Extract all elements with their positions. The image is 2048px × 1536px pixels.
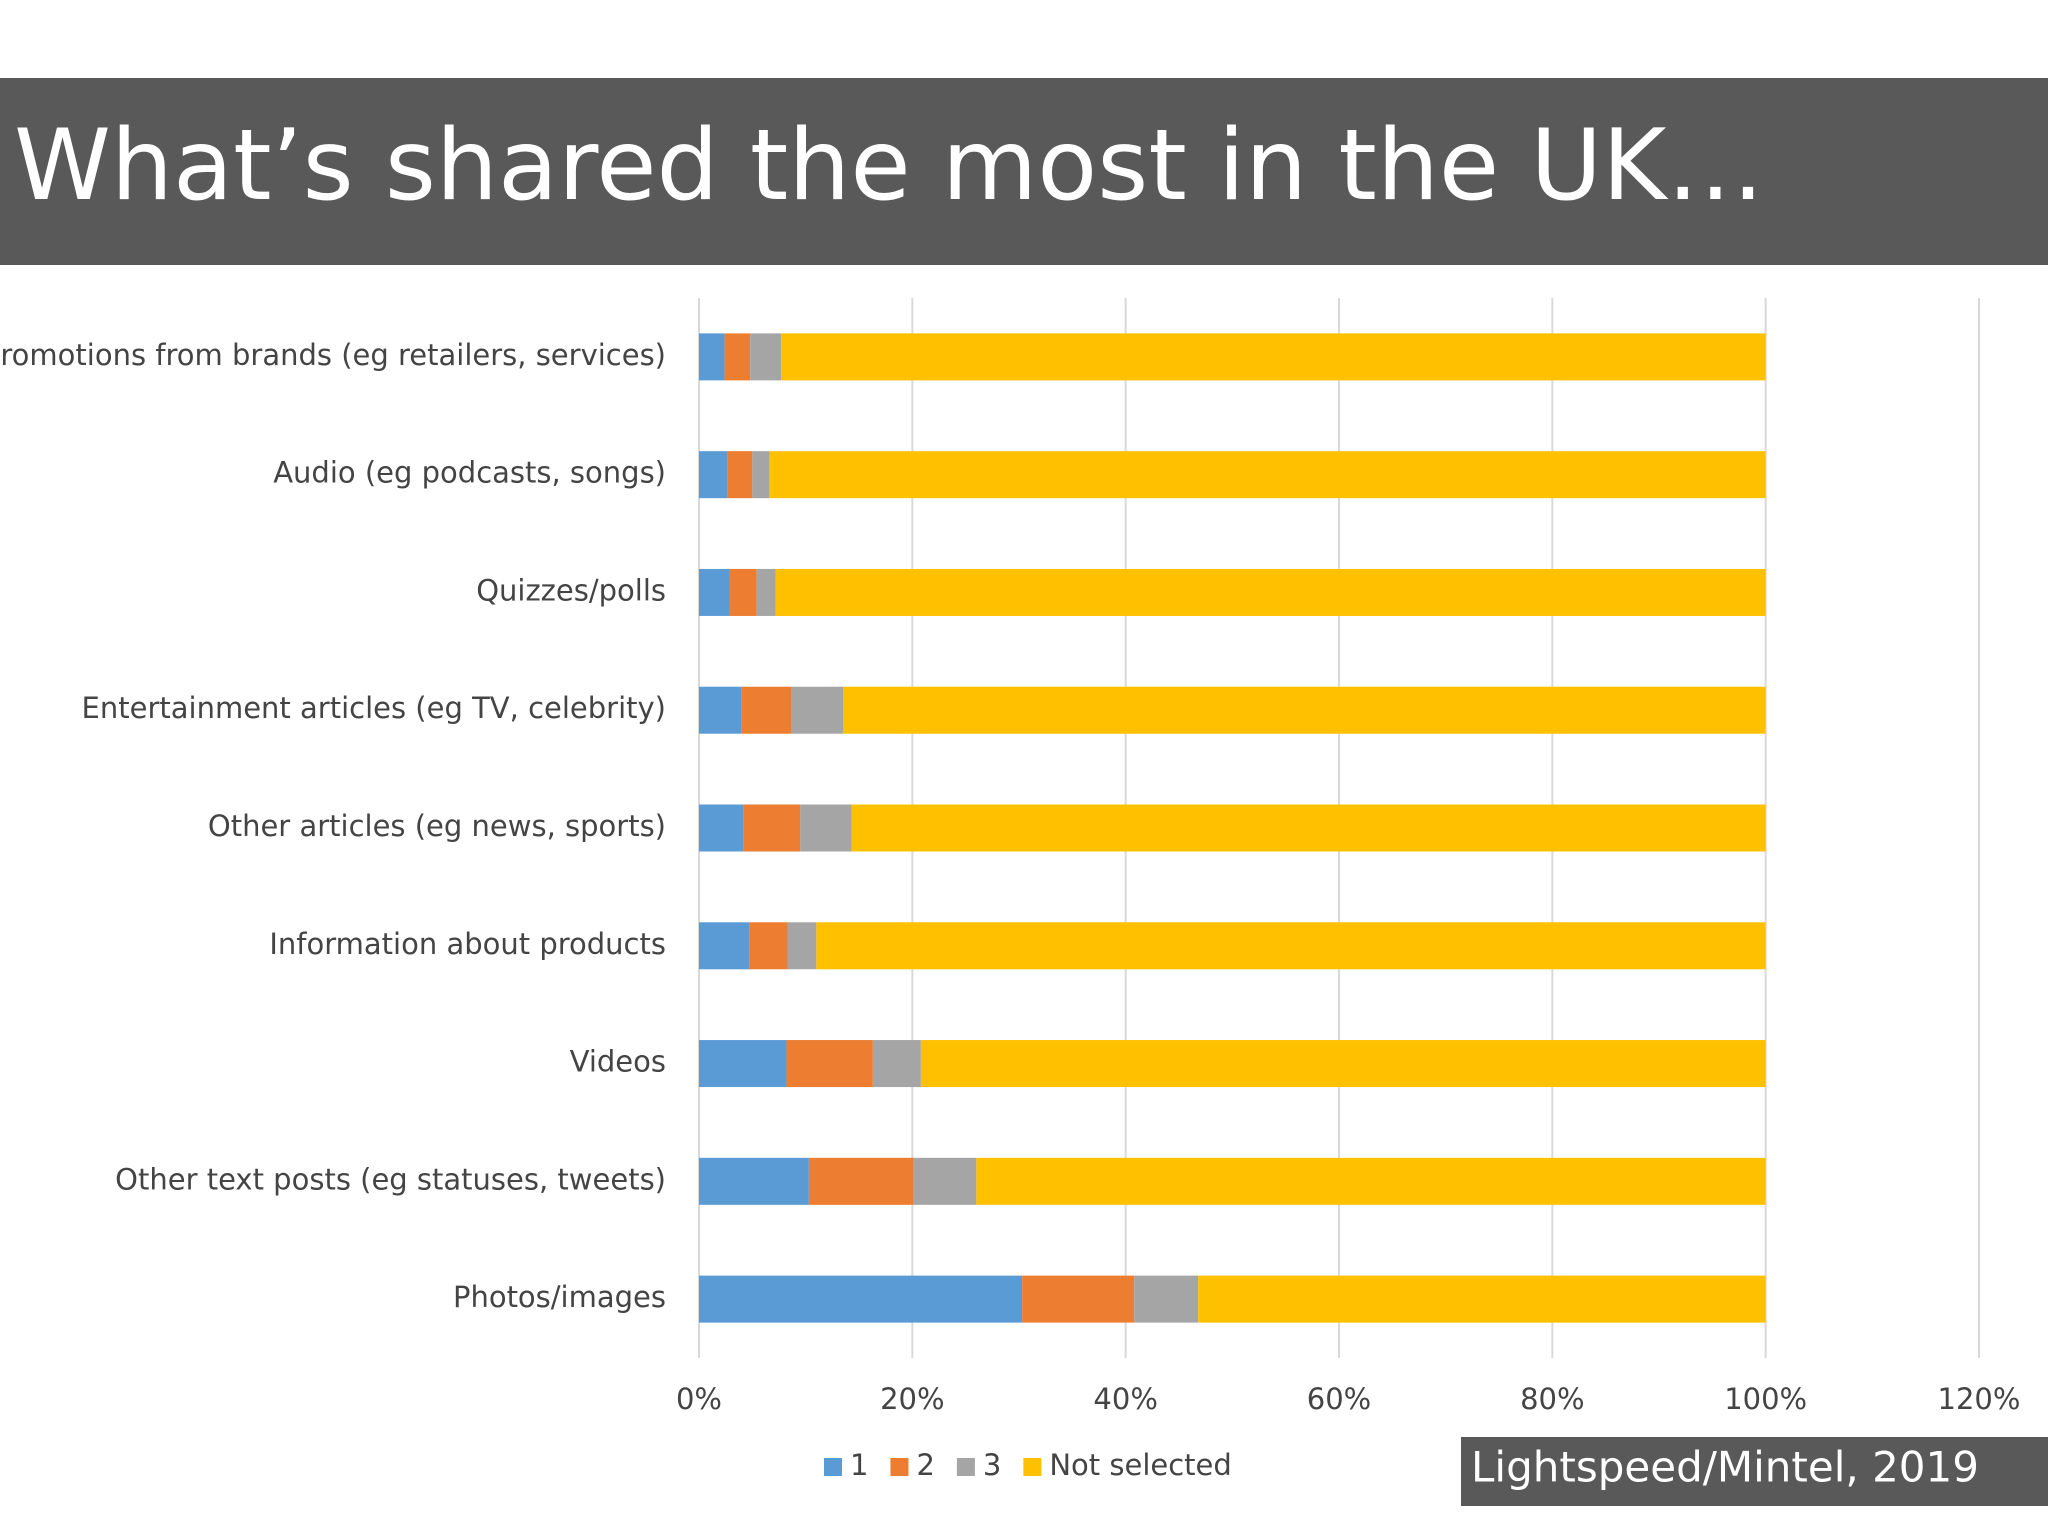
y-tick-label: Quizzes/polls bbox=[476, 573, 666, 607]
y-tick-label: Audio (eg podcasts, songs) bbox=[273, 456, 666, 490]
legend-label: Not selected bbox=[1049, 1448, 1231, 1482]
bar-segment bbox=[775, 568, 1766, 616]
y-tick-label: Information about products bbox=[269, 927, 666, 961]
bar-segment bbox=[699, 333, 725, 381]
bar-segment bbox=[729, 568, 757, 616]
bar-segment bbox=[699, 922, 750, 970]
bar-segment bbox=[749, 922, 788, 970]
x-tick-label: 0% bbox=[676, 1382, 722, 1416]
x-tick-label: 120% bbox=[1938, 1382, 2021, 1416]
bar-segment bbox=[769, 451, 1766, 499]
bar-segment bbox=[699, 1040, 787, 1088]
bar-segment bbox=[843, 686, 1766, 734]
x-tick-label: 60% bbox=[1307, 1382, 1371, 1416]
bar-segment bbox=[1022, 1275, 1135, 1323]
legend-swatch bbox=[890, 1458, 909, 1476]
bar-segment bbox=[1198, 1275, 1766, 1323]
bar-segment bbox=[786, 1040, 873, 1088]
bar-segment bbox=[699, 1275, 1023, 1323]
bar-segment bbox=[816, 922, 1766, 970]
bar-segment bbox=[787, 922, 817, 970]
bar-segment bbox=[727, 451, 753, 499]
bar-segment bbox=[741, 686, 792, 734]
bar-segment bbox=[724, 333, 751, 381]
bar-segment bbox=[920, 1040, 1766, 1088]
bar-segment bbox=[699, 686, 742, 734]
bar-segment bbox=[791, 686, 843, 734]
bar-segment bbox=[800, 804, 852, 852]
x-tick-label: 20% bbox=[880, 1382, 944, 1416]
y-tick-label: Promotions from brands (eg retailers, se… bbox=[0, 338, 666, 372]
legend-swatch bbox=[824, 1458, 842, 1476]
bar-segment bbox=[1134, 1275, 1199, 1323]
legend-label: 3 bbox=[983, 1448, 1001, 1482]
legend-label: 1 bbox=[850, 1448, 868, 1482]
legend-label: 2 bbox=[916, 1448, 934, 1482]
x-tick-label: 100% bbox=[1724, 1382, 1807, 1416]
y-tick-label: Entertainment articles (eg TV, celebrity… bbox=[82, 691, 666, 725]
bar-segment bbox=[808, 1157, 914, 1205]
x-tick-label: 80% bbox=[1520, 1382, 1584, 1416]
bar-segment bbox=[699, 1157, 809, 1205]
bar-segment bbox=[913, 1157, 977, 1205]
y-tick-label: Videos bbox=[570, 1045, 666, 1079]
bar-segment bbox=[699, 451, 728, 499]
chart-title: What’s shared the most in the UK… bbox=[14, 109, 1764, 223]
y-tick-label: Other text posts (eg statuses, tweets) bbox=[115, 1162, 666, 1196]
source-box bbox=[1461, 1437, 2048, 1506]
title-band bbox=[0, 78, 2048, 265]
bar-segment bbox=[756, 568, 776, 616]
legend-swatch bbox=[1023, 1458, 1042, 1476]
bar-segment bbox=[743, 804, 801, 852]
bar-segment bbox=[781, 333, 1766, 381]
bar-segment bbox=[699, 568, 730, 616]
x-tick-label: 40% bbox=[1093, 1382, 1157, 1416]
bar-segment bbox=[750, 333, 782, 381]
bar-segment bbox=[976, 1157, 1766, 1205]
bar-segment bbox=[851, 804, 1766, 852]
y-tick-label: Other articles (eg news, sports) bbox=[208, 809, 666, 843]
source: Lightspeed/Mintel, 2019 bbox=[1471, 1443, 1979, 1492]
bar-segment bbox=[872, 1040, 921, 1088]
bar-segment bbox=[752, 451, 770, 499]
bar-segment bbox=[699, 804, 744, 852]
y-tick-label: Photos/images bbox=[453, 1280, 666, 1314]
legend-swatch bbox=[956, 1458, 975, 1476]
